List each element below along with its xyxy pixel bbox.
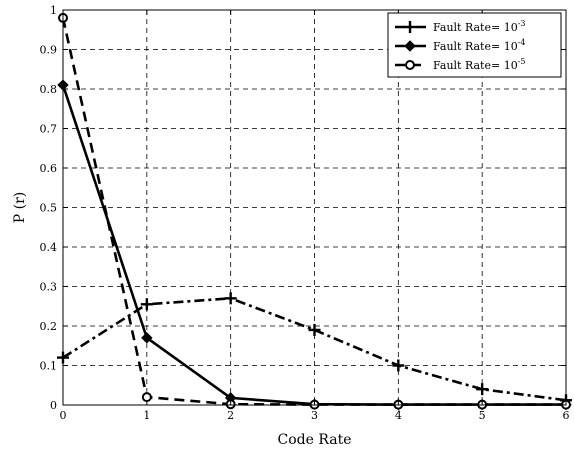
x-tick-label: 3 [311, 409, 318, 422]
legend-marker [404, 21, 416, 33]
y-axis-title: P (r) [12, 192, 28, 224]
data-point [308, 323, 321, 336]
legend-label: Fault Rate= 10-3 [433, 19, 526, 34]
y-tick-label: 0.3 [40, 281, 58, 294]
y-tick-label: 0.8 [40, 83, 58, 96]
data-point [476, 383, 489, 396]
ticks [62, 9, 567, 406]
legend-label: Fault Rate= 10-4 [433, 38, 526, 53]
y-tick-label: 0.9 [40, 44, 58, 57]
y-tick-label: 0 [50, 399, 57, 412]
x-tick-label: 2 [227, 409, 234, 422]
y-tick-label: 0.1 [40, 360, 58, 373]
y-tick-label: 1 [50, 4, 57, 17]
y-tick-label: 0.6 [40, 162, 58, 175]
y-tick-label: 0.7 [40, 123, 58, 136]
legend-marker [404, 40, 416, 52]
y-tick-label: 0.4 [40, 241, 58, 254]
data-point [140, 298, 153, 311]
x-tick-label: 6 [563, 409, 570, 422]
legend-entry: Fault Rate= 10-4 [395, 38, 526, 53]
y-tick-label: 0.5 [40, 202, 58, 215]
data-point [224, 292, 237, 305]
y-tick-label: 0.2 [40, 320, 58, 333]
legend: Fault Rate= 10-3 Fault Rate= 10-4 Fault Ra… [387, 12, 562, 78]
data-point [141, 392, 152, 403]
y-tick-labels: 0 0.1 0.2 0.3 0.4 0.5 0.6 0.7 0.8 0.9 1 [40, 4, 58, 412]
x-tick-label: 0 [60, 409, 67, 422]
x-tick-label: 4 [395, 409, 402, 422]
x-tick-labels: 0 1 2 3 4 5 6 [60, 409, 570, 422]
x-axis-title: Code Rate [278, 432, 352, 448]
data-point [392, 359, 405, 372]
data-point [141, 332, 153, 344]
x-tick-label: 1 [143, 409, 150, 422]
legend-entry: Fault Rate= 10-5 [395, 57, 526, 72]
legend-entry: Fault Rate= 10-3 [395, 19, 526, 34]
x-tick-label: 5 [479, 409, 486, 422]
legend-marker [405, 60, 415, 70]
legend-label: Fault Rate= 10-5 [433, 57, 526, 72]
